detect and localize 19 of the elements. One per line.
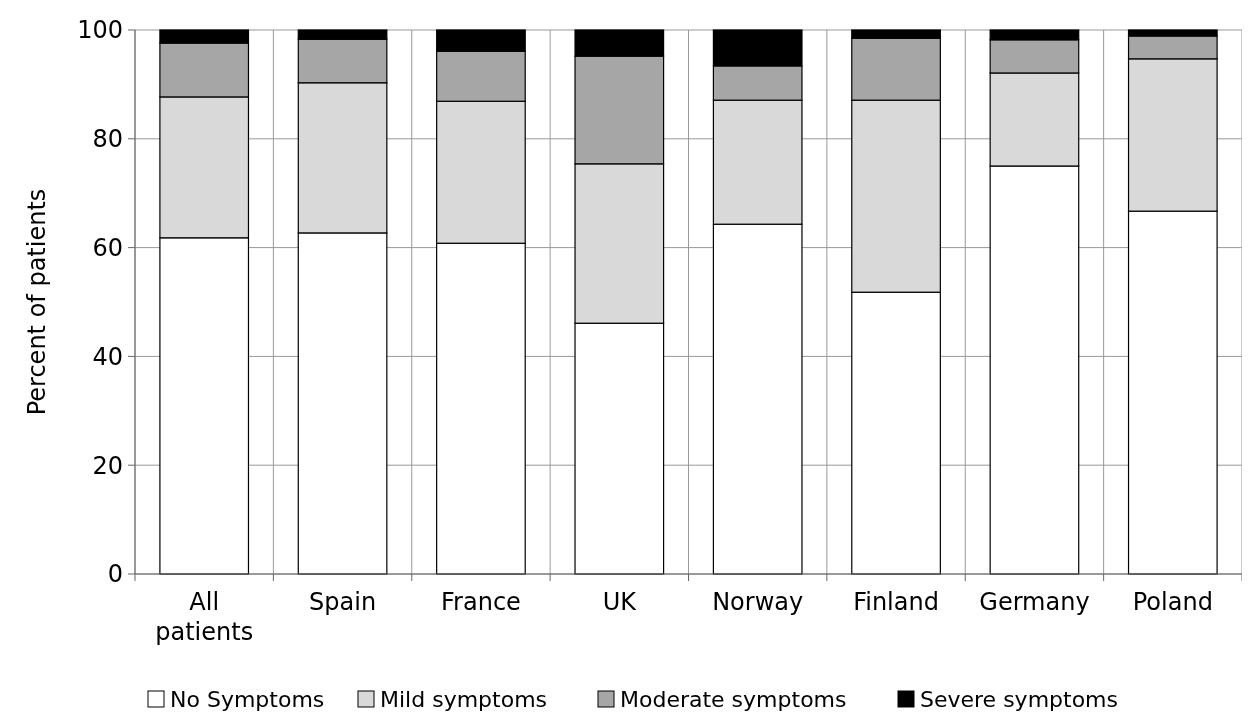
x-tick-label: Poland: [1132, 588, 1213, 616]
y-tick-label: 0: [107, 560, 123, 589]
x-tick-label: France: [441, 588, 521, 616]
y-tick-label: 20: [92, 451, 123, 480]
y-tick-label: 100: [77, 16, 123, 45]
y-tick-label: 60: [92, 234, 123, 262]
legend-label: No Symptoms: [170, 686, 325, 712]
x-tick-label: Germany: [979, 588, 1090, 616]
legend-label: Severe symptoms: [920, 686, 1118, 712]
x-tick-label: Spain: [309, 588, 377, 616]
legend-label: Mild symptoms: [380, 686, 548, 712]
x-tick-label: All patients: [155, 588, 254, 646]
y-axis-title: Percent of patients: [22, 188, 51, 416]
x-tick-label: Finland: [853, 588, 939, 616]
y-tick-label: 80: [92, 125, 123, 154]
x-tick-label: Norway: [712, 588, 804, 616]
x-tick-label: UK: [602, 588, 638, 616]
y-tick-label: 40: [92, 342, 123, 371]
legend-label: Moderate symptoms: [620, 686, 847, 712]
